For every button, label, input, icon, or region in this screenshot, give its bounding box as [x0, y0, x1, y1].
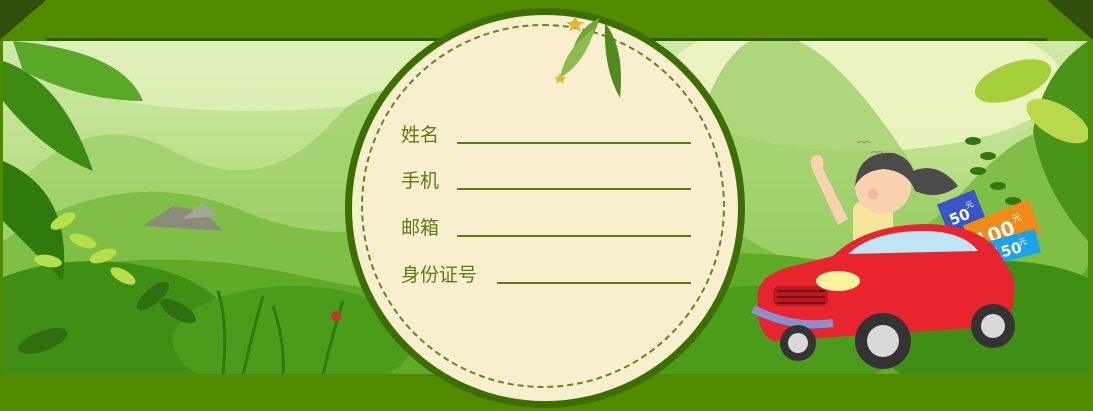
leaf-decoration-icon — [555, 16, 621, 98]
form-circle-dashed-ring — [361, 24, 725, 388]
form-field-email: 邮箱 — [401, 211, 691, 239]
form-field-id-number: 身份证号 — [401, 258, 691, 286]
ribbon-fold-right — [1047, 0, 1093, 40]
ribbon-fold-left — [0, 0, 46, 40]
email-input-line[interactable] — [457, 235, 691, 237]
field-label-phone: 手机 — [401, 170, 440, 192]
name-input-line[interactable] — [457, 142, 691, 144]
field-label-id-number: 身份证号 — [401, 264, 478, 286]
svg-text:元: 元 — [964, 199, 975, 210]
id-number-input-line[interactable] — [497, 282, 691, 284]
svg-text:元: 元 — [1018, 237, 1028, 248]
form-field-phone: 手机 — [401, 164, 691, 192]
field-label-email: 邮箱 — [401, 217, 440, 239]
car-illustration — [751, 152, 1015, 369]
phone-input-line[interactable] — [457, 188, 691, 190]
svg-text:元: 元 — [1011, 213, 1023, 226]
form-field-name: 姓名 — [401, 118, 691, 146]
field-label-name: 姓名 — [401, 124, 440, 146]
